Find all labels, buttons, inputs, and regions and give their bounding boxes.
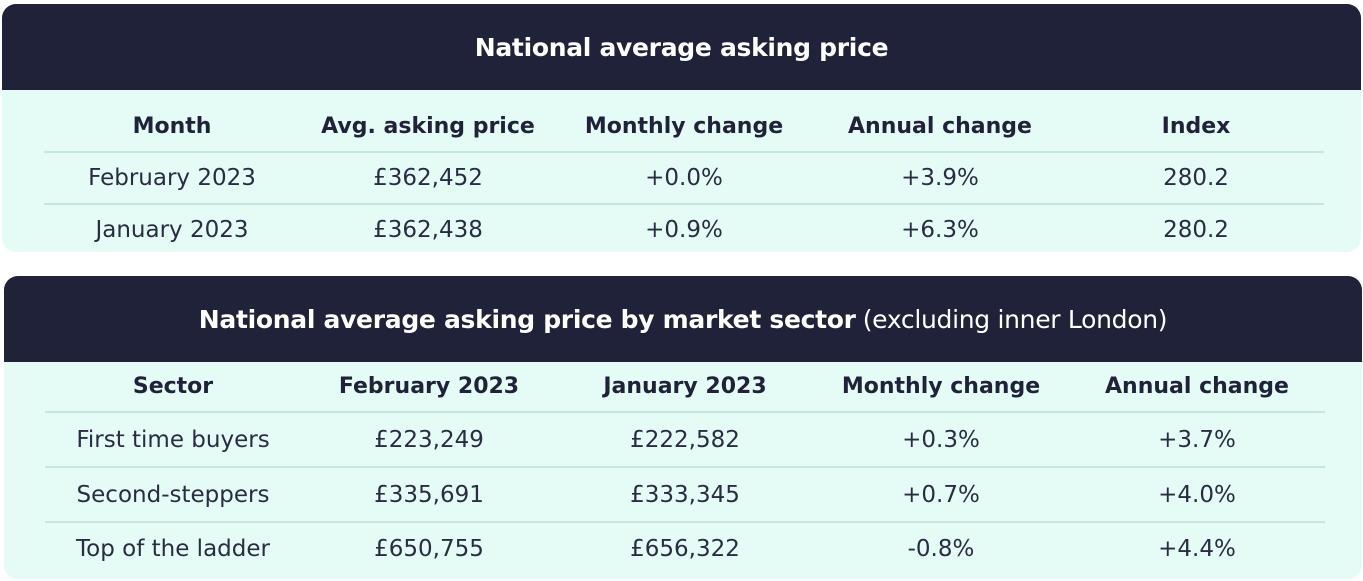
cell-avg-asking-price: £362,452 — [300, 152, 556, 205]
cell-month: January 2023 — [95, 217, 249, 243]
national-average-table: Month Avg. asking price Monthly change A… — [44, 114, 1324, 252]
cell-index: 280.2 — [1163, 217, 1229, 243]
cell-monthly-change: +0.3% — [813, 412, 1069, 468]
column-header-annual-change: Annual change — [1069, 374, 1325, 413]
cell-month: February 2023 — [44, 152, 300, 205]
cell-index: 280.2 — [1068, 152, 1324, 205]
cell-sector: Second-steppers — [45, 467, 301, 523]
cell-monthly-change: -0.8% — [907, 536, 975, 562]
national-average-card: National average asking price Month Avg.… — [2, 4, 1361, 252]
column-header-february-2023: February 2023 — [301, 374, 557, 413]
market-sector-table: Sector February 2023 January 2023 Monthl… — [45, 374, 1325, 575]
cell-monthly-change: +0.0% — [556, 152, 812, 205]
cell-february-2023: £650,755 — [374, 536, 484, 562]
cell-february-2023: £335,691 — [301, 467, 557, 523]
cell-annual-change: +6.3% — [901, 217, 979, 243]
table-row: Top of the ladder £650,755 £656,322 -0.8… — [45, 522, 1325, 575]
cell-january-2023: £333,345 — [557, 467, 813, 523]
cell-monthly-change: +0.7% — [813, 467, 1069, 523]
table-row: January 2023 £362,438 +0.9% +6.3% 280.2 — [44, 204, 1324, 252]
table-row: Second-steppers £335,691 £333,345 +0.7% … — [45, 467, 1325, 523]
column-header-january-2023: January 2023 — [557, 374, 813, 413]
header-row: Month Avg. asking price Monthly change A… — [44, 114, 1324, 153]
column-header-monthly-change: Monthly change — [813, 374, 1069, 413]
cell-avg-asking-price: £362,438 — [373, 217, 483, 243]
cell-annual-change: +4.4% — [1158, 536, 1236, 562]
table-row: February 2023 £362,452 +0.0% +3.9% 280.2 — [44, 152, 1324, 205]
cell-annual-change: +3.9% — [812, 152, 1068, 205]
cell-january-2023: £222,582 — [557, 412, 813, 468]
cell-sector: Top of the ladder — [76, 536, 270, 562]
header-row: Sector February 2023 January 2023 Monthl… — [45, 374, 1325, 413]
table-title: National average asking price by market … — [198, 304, 856, 334]
table-header: National average asking price — [2, 4, 1361, 90]
table-row: First time buyers £223,249 £222,582 +0.3… — [45, 412, 1325, 468]
market-sector-card: National average asking price by market … — [4, 276, 1362, 579]
table-header: National average asking price by market … — [4, 276, 1362, 362]
column-header-monthly-change: Monthly change — [556, 114, 812, 153]
column-header-month: Month — [44, 114, 300, 153]
column-header-sector: Sector — [45, 374, 301, 413]
cell-february-2023: £223,249 — [301, 412, 557, 468]
table-title: National average asking price — [474, 32, 889, 62]
column-header-annual-change: Annual change — [812, 114, 1068, 153]
cell-annual-change: +4.0% — [1069, 467, 1325, 523]
cell-sector: First time buyers — [45, 412, 301, 468]
column-header-index: Index — [1068, 114, 1324, 153]
cell-annual-change: +3.7% — [1069, 412, 1325, 468]
column-header-avg-asking-price: Avg. asking price — [300, 114, 556, 153]
table-subtitle: (excluding inner London) — [862, 304, 1168, 334]
cell-january-2023: £656,322 — [630, 536, 740, 562]
cell-monthly-change: +0.9% — [645, 217, 723, 243]
